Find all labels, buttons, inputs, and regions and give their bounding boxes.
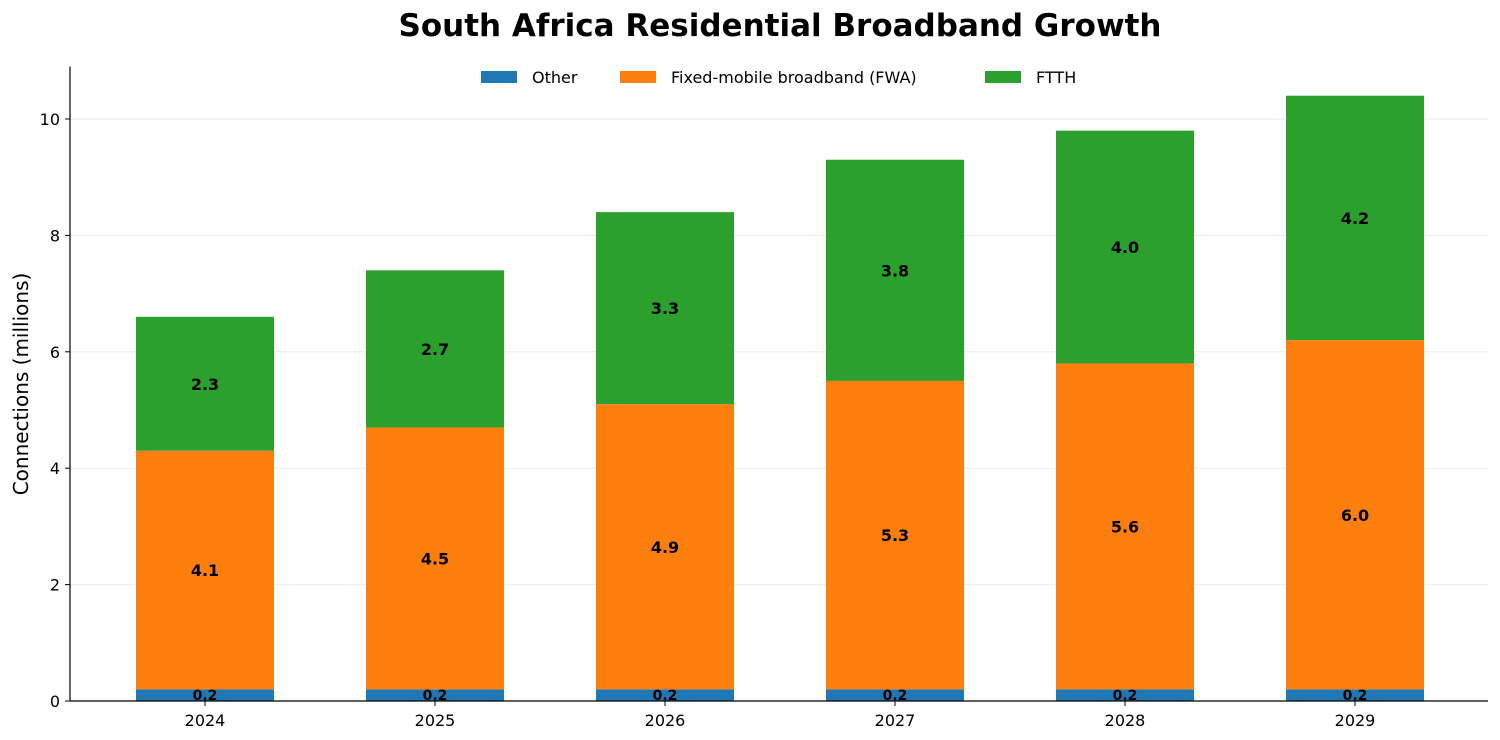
data-label: 0.2 <box>1113 688 1138 704</box>
bar-segment <box>826 159 964 381</box>
data-label: 5.3 <box>881 526 909 545</box>
legend-entry: Fixed-mobile broadband (FWA) <box>671 68 917 87</box>
y-tick-label: 2 <box>50 576 60 595</box>
bar-segment <box>596 689 734 701</box>
y-axis-label: Connections (millions) <box>9 273 33 496</box>
bar-segment <box>596 404 734 690</box>
x-tick-label: 2027 <box>875 711 916 730</box>
data-label: 2.7 <box>421 340 449 359</box>
data-label: 2.3 <box>191 375 219 394</box>
data-label: 0.2 <box>423 688 448 704</box>
data-label: 4.9 <box>651 538 679 557</box>
data-label: 4.0 <box>1111 238 1139 257</box>
bar-segment <box>366 427 504 690</box>
data-label: 3.8 <box>881 261 909 280</box>
data-label: 4.5 <box>421 549 449 568</box>
bar-segment <box>1286 340 1424 690</box>
data-label: 0.2 <box>1343 688 1368 704</box>
x-tick-label: 2028 <box>1105 711 1146 730</box>
bar-segment <box>826 689 964 701</box>
bar-segment <box>596 212 734 405</box>
bar-segment <box>1056 689 1194 701</box>
bar-segment <box>136 689 274 701</box>
x-tick-label: 2029 <box>1335 711 1376 730</box>
y-tick-label: 10 <box>40 110 60 129</box>
bar-segment <box>136 450 274 690</box>
bar-segment <box>1286 95 1424 341</box>
bar-segment <box>366 689 504 701</box>
data-label: 4.1 <box>191 561 219 580</box>
y-tick-label: 8 <box>50 226 60 245</box>
chart-title: South Africa Residential Broadband Growt… <box>399 8 1162 44</box>
legend-swatch <box>985 71 1021 83</box>
data-label: 6.0 <box>1341 506 1369 525</box>
bar-segment <box>1286 689 1424 701</box>
x-tick-label: 2026 <box>645 711 686 730</box>
data-label: 4.2 <box>1341 209 1369 228</box>
legend-swatch <box>620 71 656 83</box>
legend-entry: FTTH <box>1036 68 1076 87</box>
legend-swatch <box>481 71 517 83</box>
data-label: 0.2 <box>193 688 218 704</box>
x-tick-label: 2024 <box>185 711 226 730</box>
legend-entry: Other <box>532 68 578 87</box>
bar-segment <box>1056 363 1194 690</box>
y-tick-label: 6 <box>50 343 60 362</box>
bar-segment <box>1056 130 1194 364</box>
data-label: 0.2 <box>883 688 908 704</box>
data-label: 3.3 <box>651 299 679 318</box>
x-tick-label: 2025 <box>415 711 456 730</box>
data-label: 0.2 <box>653 688 678 704</box>
y-tick-label: 4 <box>50 459 60 478</box>
bar-segment <box>136 316 274 451</box>
bar-segment <box>366 270 504 428</box>
bar-segment <box>826 380 964 690</box>
y-tick-label: 0 <box>50 692 60 711</box>
data-label: 5.6 <box>1111 517 1139 536</box>
